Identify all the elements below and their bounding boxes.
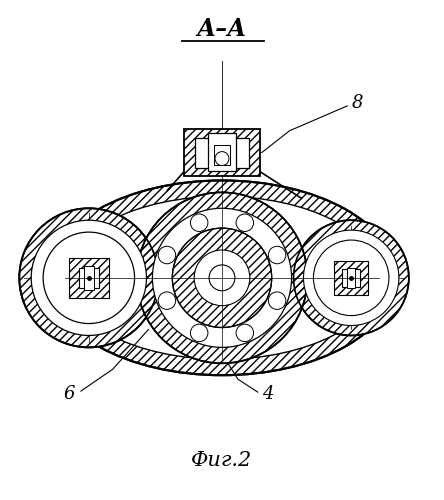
- Circle shape: [194, 250, 250, 306]
- Circle shape: [190, 214, 208, 232]
- Circle shape: [313, 240, 389, 316]
- Circle shape: [152, 208, 292, 348]
- Ellipse shape: [65, 196, 379, 360]
- Bar: [347, 268, 355, 288]
- Circle shape: [236, 324, 254, 342]
- Text: 8: 8: [351, 94, 363, 112]
- Text: 4: 4: [262, 385, 274, 403]
- Bar: [214, 144, 230, 165]
- Bar: [79, 268, 99, 288]
- Circle shape: [172, 228, 272, 328]
- Circle shape: [293, 220, 409, 336]
- Text: А–А: А–А: [197, 18, 247, 42]
- Bar: [208, 132, 236, 170]
- Text: 6: 6: [63, 385, 75, 403]
- Circle shape: [43, 232, 135, 324]
- Ellipse shape: [48, 180, 396, 375]
- Bar: [195, 138, 249, 168]
- Circle shape: [268, 292, 286, 310]
- Circle shape: [215, 152, 229, 166]
- Bar: [184, 129, 260, 176]
- Circle shape: [236, 214, 254, 232]
- Bar: [334, 261, 368, 294]
- Circle shape: [31, 220, 147, 336]
- Circle shape: [137, 192, 307, 364]
- Bar: [69, 258, 109, 298]
- Circle shape: [190, 324, 208, 342]
- Circle shape: [158, 246, 176, 264]
- Bar: [84, 266, 94, 289]
- Bar: [342, 269, 360, 287]
- Circle shape: [268, 246, 286, 264]
- Circle shape: [304, 230, 399, 326]
- Circle shape: [19, 208, 159, 348]
- Circle shape: [209, 265, 235, 290]
- Circle shape: [158, 292, 176, 310]
- Text: Фиг.2: Фиг.2: [191, 451, 253, 470]
